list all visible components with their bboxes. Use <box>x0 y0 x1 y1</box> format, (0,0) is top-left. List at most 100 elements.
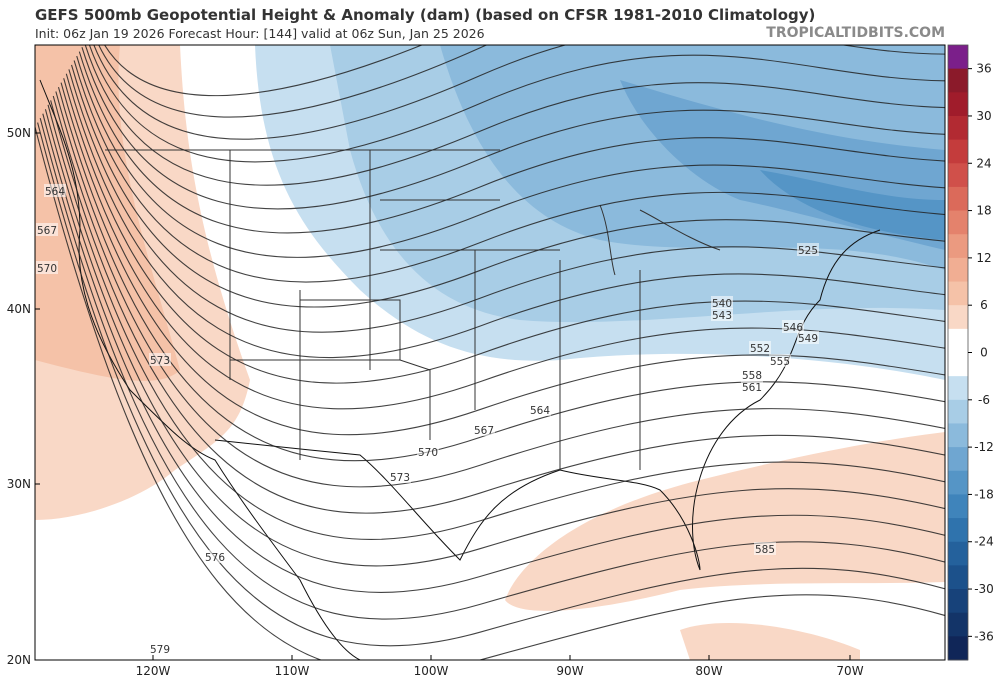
coastline-west <box>39 79 361 660</box>
contour-label: 564 <box>530 405 550 417</box>
contour-label: 573 <box>390 472 410 484</box>
colorbar-bin <box>948 447 968 472</box>
lon-label: 80W <box>695 664 722 678</box>
colorbar-tick-label: 18 <box>976 204 991 218</box>
colorbar-bin <box>948 376 968 401</box>
contour-label: 525 <box>798 245 818 257</box>
contour-labels: 5645675705735765795255405435465495525555… <box>36 184 819 656</box>
contour-line <box>35 126 945 660</box>
axes: 50N 40N 30N 20N 120W 110W 100W 90W 80W 70W <box>7 126 864 678</box>
contour-line <box>42 113 945 593</box>
boundaries <box>39 79 881 660</box>
contour-label-bg <box>473 423 495 436</box>
colorbar-tick-label: -6 <box>978 393 990 407</box>
warm-anomaly-caribbean <box>680 622 860 660</box>
warm-anomaly-south <box>505 432 945 611</box>
colorbar-bin <box>948 257 968 283</box>
contour-label-bg <box>711 296 733 309</box>
contour-label: 570 <box>418 447 438 459</box>
contour-line <box>37 122 945 647</box>
contour-label-bg <box>711 308 733 321</box>
contour-line <box>57 86 945 436</box>
lon-label: 90W <box>556 664 583 678</box>
contour-line <box>47 104 945 541</box>
lon-label: 70W <box>836 664 863 678</box>
colorbar-bin <box>948 115 968 141</box>
contour-label-bg <box>417 445 439 458</box>
colorbar-bin <box>948 210 968 235</box>
contour-line <box>98 45 489 118</box>
colorbar-tick-label: 6 <box>980 298 988 312</box>
contour-label-bg <box>754 542 776 555</box>
contour-label-bg <box>769 354 791 367</box>
colorbar-bin <box>948 305 968 330</box>
lat-label: 30N <box>7 477 31 491</box>
contour-label-bg <box>389 470 411 483</box>
contour-line <box>50 100 945 514</box>
state-borders <box>105 149 641 470</box>
contour-label-bg <box>782 320 804 333</box>
contour-label-bg <box>36 261 58 274</box>
colorbar-bin <box>948 68 968 93</box>
contour-label: 543 <box>712 310 732 322</box>
contour-label-bg <box>741 380 763 393</box>
contour-label: 549 <box>798 333 818 345</box>
lat-label: 20N <box>7 653 31 667</box>
contour-line <box>44 109 945 567</box>
lon-label: 120W <box>136 664 171 678</box>
map-area: 5645675705735765795255405435465495525555… <box>35 45 945 660</box>
contour-label-bg <box>204 550 226 563</box>
colorbar-tick-label: 24 <box>976 156 991 170</box>
cold-anomaly-5 <box>760 170 945 240</box>
colorbar-bin <box>948 281 968 306</box>
contour-label-bg <box>797 331 819 344</box>
colorbar-tick-label: 30 <box>976 109 991 123</box>
watermark: TROPICALTIDBITS.COM <box>766 25 945 41</box>
contour-label: 579 <box>150 644 170 656</box>
contour-label: 585 <box>755 544 775 556</box>
contour-line <box>63 78 945 384</box>
contour-label: 561 <box>742 382 762 394</box>
contour-line <box>81 47 945 210</box>
contour-label: 558 <box>742 370 762 382</box>
contour-line <box>70 64 945 308</box>
colorbar-tick-label: -36 <box>974 629 994 643</box>
contour-label-bg <box>741 368 763 381</box>
coastline-south-east <box>214 229 881 571</box>
contour-label: 567 <box>474 425 494 437</box>
lon-label: 110W <box>275 664 310 678</box>
contour-line <box>65 73 945 359</box>
colorbar-bin <box>948 328 968 353</box>
contour-label: 540 <box>712 298 732 310</box>
contour-label-bg <box>44 184 66 197</box>
contour-label: 570 <box>37 263 57 275</box>
colorbar-tick-label: 0 <box>980 346 988 360</box>
contour-label-bg <box>149 642 171 655</box>
colorbar-bin <box>948 352 968 377</box>
contour-label: 567 <box>37 225 57 237</box>
contour-line <box>73 60 945 283</box>
contour-line <box>89 45 945 163</box>
colorbar-bin <box>948 92 968 117</box>
warm-anomaly-west-core <box>35 45 180 381</box>
lon-label: 100W <box>414 664 449 678</box>
contour-line <box>52 95 945 488</box>
map-frame <box>34 44 946 661</box>
title: GEFS 500mb Geopotential Height & Anomaly… <box>35 6 815 24</box>
contour-line <box>78 51 945 234</box>
colorbar-bin <box>948 612 968 637</box>
contour-line <box>55 91 945 462</box>
contour-label: 555 <box>770 356 790 368</box>
colorbar-bin <box>948 518 968 543</box>
colorbar-tick-label: 12 <box>976 251 991 265</box>
colorbar-tick-label: 36 <box>976 62 991 76</box>
colorbar-bin <box>948 589 968 614</box>
colorbar-bin <box>948 163 968 188</box>
contour-label-bg <box>529 403 551 416</box>
colorbar-bin <box>948 234 968 259</box>
colorbar-bin <box>948 541 968 566</box>
colorbar-bin <box>948 423 968 448</box>
colorbar: 36 30 24 18 12 6 0 -6 -12 -18 -24 -30 -36 <box>947 44 994 661</box>
contour-line <box>104 45 424 97</box>
